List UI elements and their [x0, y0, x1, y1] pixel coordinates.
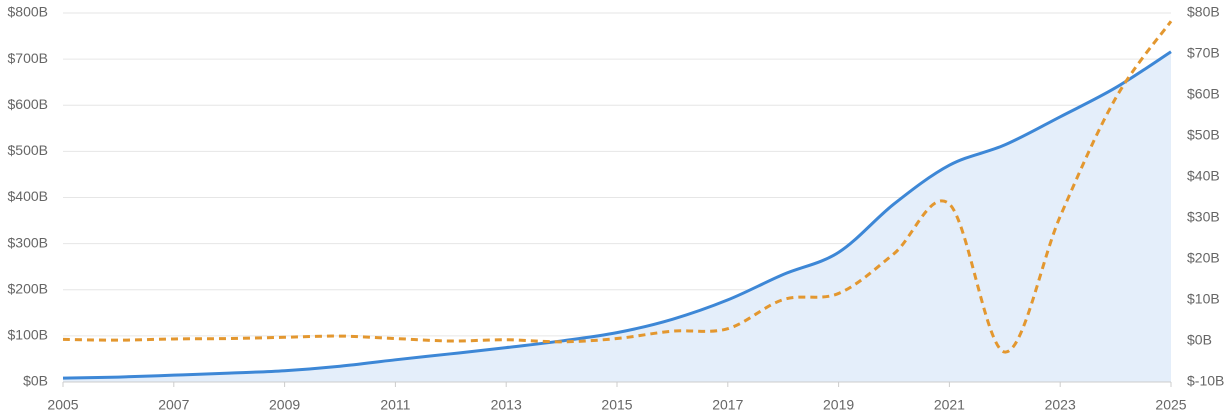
x-tick-label: 2021 [934, 397, 965, 413]
x-tick-label: 2007 [158, 397, 189, 413]
y-tick-label: $300B [8, 234, 48, 250]
line [62, 50, 1172, 380]
line [62, 20, 1173, 354]
x-tick-label: 2009 [269, 397, 300, 413]
area [63, 51, 1171, 383]
y2-tick-label: $60B [1187, 86, 1220, 102]
x-tick-label: 2005 [47, 397, 78, 413]
y2-tick-label: $70B [1187, 45, 1220, 61]
y2-tick-label: $50B [1187, 127, 1220, 143]
x-tick-label: 2013 [491, 397, 522, 413]
y2-tick-label: $10B [1187, 291, 1220, 307]
x-tick-label: 2011 [380, 397, 410, 413]
x-tick-label: 2017 [712, 397, 743, 413]
y-tick-label: $600B [8, 96, 48, 112]
y2-tick-label: $40B [1187, 168, 1220, 184]
x-tick-label: 2025 [1155, 397, 1186, 413]
y2-tick-label: $20B [1187, 250, 1220, 266]
y2-tick-label: $-10B [1187, 373, 1224, 389]
y-tick-label: $800B [8, 4, 48, 20]
y-tick-label: $700B [8, 50, 48, 66]
y-tick-label: $200B [8, 280, 48, 296]
y-tick-label: $100B [8, 327, 48, 343]
y-tick-label: $400B [8, 188, 48, 204]
y-tick-label: $0B [23, 373, 48, 389]
y2-tick-label: $30B [1187, 209, 1220, 225]
x-tick-label: 2015 [601, 397, 632, 413]
x-tick-label: 2019 [823, 397, 854, 413]
x-tick-label: 2023 [1045, 397, 1076, 413]
y2-tick-label: $0B [1187, 332, 1212, 348]
y2-tick-label: $80B [1187, 4, 1220, 20]
y-tick-label: $500B [8, 142, 48, 158]
